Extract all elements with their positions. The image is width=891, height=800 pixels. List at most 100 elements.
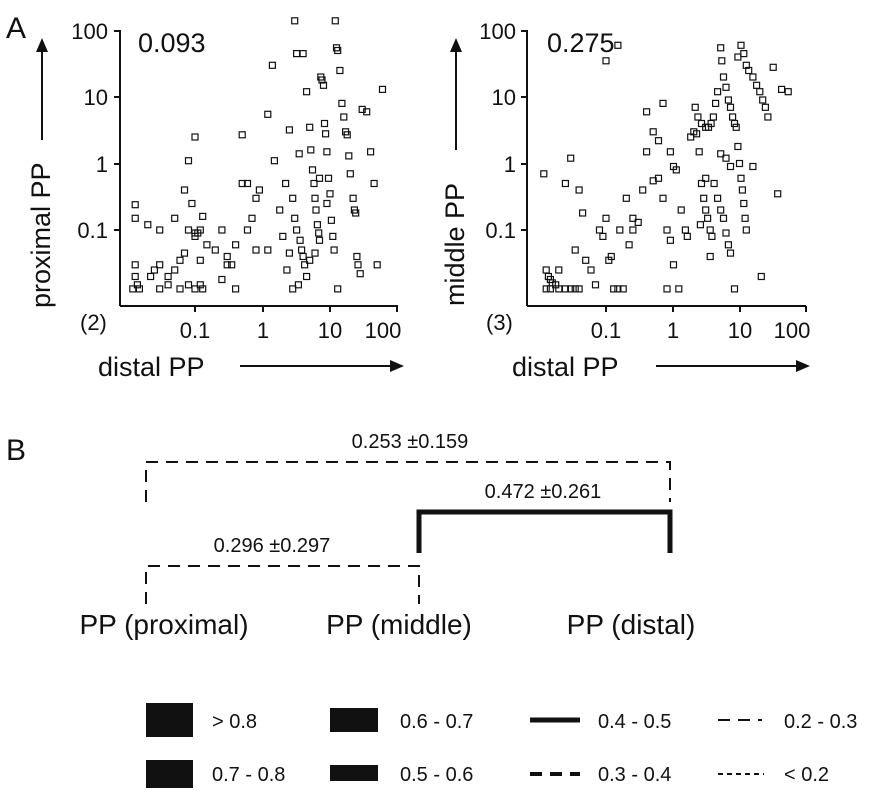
y-tick-label: 100 xyxy=(71,19,108,44)
scatter-point xyxy=(713,88,722,96)
scatter-point xyxy=(294,281,302,289)
scatter-point xyxy=(737,174,745,182)
scatter-point xyxy=(722,154,730,162)
scatter-point xyxy=(293,226,301,234)
legend-swatch xyxy=(146,760,193,788)
scatter-point xyxy=(717,206,725,214)
scatter-point xyxy=(709,113,718,121)
scatter-point xyxy=(571,285,579,293)
scatter-point xyxy=(315,236,324,244)
scatter-point xyxy=(722,83,730,91)
scatter-point xyxy=(546,285,555,293)
scatter-point xyxy=(223,252,231,261)
scatter-point xyxy=(306,123,314,131)
legend-label: 0.4 - 0.5 xyxy=(598,711,671,733)
scatter-point xyxy=(663,285,671,293)
scatter-point xyxy=(741,214,749,222)
scatter-point xyxy=(542,285,550,293)
scatter-point xyxy=(619,285,627,293)
x-tick-label: 1 xyxy=(667,318,679,343)
zero-count-label: (3) xyxy=(486,310,513,335)
scatter-point xyxy=(184,226,193,234)
scatter-point xyxy=(264,246,272,254)
scatter-point xyxy=(702,206,710,214)
scatter-point xyxy=(188,199,196,208)
scatter-point xyxy=(315,174,324,182)
scatter-point xyxy=(171,214,179,222)
scatter-point xyxy=(243,179,252,188)
scatter-point xyxy=(696,221,705,229)
y-tick-label: 10 xyxy=(84,85,108,110)
scatter-point xyxy=(663,226,671,234)
legend-label: > 0.8 xyxy=(212,711,257,733)
scatter-point xyxy=(268,61,276,69)
scatter-point xyxy=(702,174,710,182)
scatter-point xyxy=(322,130,330,138)
scatter-point xyxy=(218,275,226,284)
scatter-point xyxy=(150,266,158,274)
scatter-point xyxy=(310,179,318,188)
scatter-point xyxy=(343,131,351,139)
scatter-plot-middle: 100 10 1 0.1 0.1 1 10 100 (3) 0.275 midd… xyxy=(440,19,810,382)
scatter-point xyxy=(625,241,633,249)
y-axis-label: middle PP xyxy=(440,183,470,306)
legend-label: 0.7 - 0.8 xyxy=(212,764,285,786)
scatter-point xyxy=(196,256,204,264)
scatter-point xyxy=(642,148,651,156)
scatter-point xyxy=(639,186,647,194)
scatter-point xyxy=(672,166,680,174)
scatter-plot-proximal: 100 10 1 0.1 0.1 1 10 100 (2) 0.093 prox… xyxy=(26,17,404,382)
scatter-point xyxy=(340,113,348,121)
scatter-point xyxy=(312,206,320,214)
scatter-point xyxy=(299,49,307,58)
scatter-point xyxy=(728,113,737,121)
scatter-point xyxy=(719,214,728,222)
scatter-point xyxy=(697,179,706,188)
scatter-point xyxy=(710,179,718,188)
scatter-point xyxy=(703,214,712,222)
scatter-point xyxy=(614,41,622,49)
scatter-point xyxy=(724,241,733,249)
legend-label: 0.6 - 0.7 xyxy=(400,711,473,733)
scatter-point xyxy=(330,246,338,254)
scatter-point xyxy=(324,174,333,182)
scatter-point xyxy=(354,261,362,269)
scatter-point xyxy=(742,226,750,234)
scatter-point xyxy=(196,226,204,234)
scatter-point xyxy=(752,81,761,89)
scatter-point xyxy=(697,119,706,128)
link-label: 0.253 ±0.159 xyxy=(352,431,469,453)
scatter-point xyxy=(373,261,381,269)
node-proximal: PP (proximal) xyxy=(79,609,248,640)
scatter-point xyxy=(610,285,618,293)
x-tick-label: 1 xyxy=(257,318,269,343)
scatter-point xyxy=(232,241,240,249)
scatter-point xyxy=(228,261,236,269)
scatter-point xyxy=(289,285,297,293)
scatter-point xyxy=(283,266,291,274)
scatter-point xyxy=(677,206,685,214)
scatter-point xyxy=(616,226,624,234)
scatter-point xyxy=(582,256,590,264)
scatter-point xyxy=(184,157,193,165)
scatter-point xyxy=(666,148,675,156)
scatter-point xyxy=(285,249,293,257)
scatter-point xyxy=(571,246,579,254)
scatter-point xyxy=(370,179,378,188)
scatter-point xyxy=(238,179,246,188)
scatter-point xyxy=(555,285,563,293)
correlation-diagram: 0.253 ±0.159 0.472 ±0.261 0.296 ±0.297 P… xyxy=(79,431,695,640)
scatter-point xyxy=(726,103,735,111)
scatter-point xyxy=(730,285,739,293)
scatter-point xyxy=(299,252,307,261)
scatter-point xyxy=(607,252,615,261)
scatter-point xyxy=(144,221,152,229)
scatter-point xyxy=(642,108,651,116)
scatter-point xyxy=(293,49,301,58)
scatter-point xyxy=(223,261,231,269)
scatter-point xyxy=(717,44,725,52)
scatter-point xyxy=(575,186,583,194)
scatter-point xyxy=(270,157,278,165)
scatter-point xyxy=(176,285,184,293)
legend-label: 0.2 - 0.3 xyxy=(784,711,857,733)
